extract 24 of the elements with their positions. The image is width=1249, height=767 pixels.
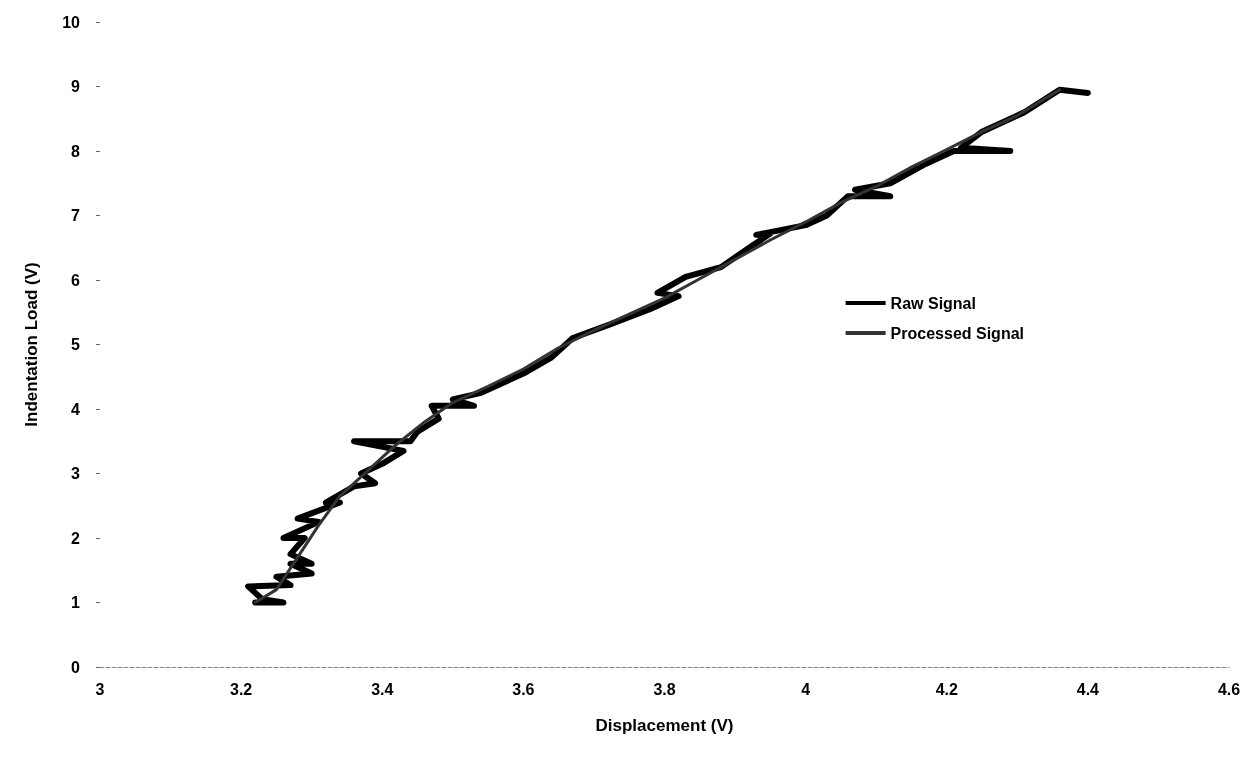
x-tick-label: 4 [801, 680, 811, 698]
legend-label: Processed Signal [890, 324, 1024, 342]
y-tick-label: 4 [71, 400, 81, 418]
legend-label: Raw Signal [890, 294, 976, 312]
x-tick-label: 4.4 [1076, 680, 1100, 698]
y-tick-label: 5 [71, 336, 81, 353]
x-tick-label: 4.6 [1217, 680, 1241, 698]
y-tick-label: 8 [71, 142, 81, 160]
y-tick-label: 10 [62, 13, 81, 31]
y-tick-label: 2 [71, 529, 81, 547]
y-tick-label: 1 [71, 594, 81, 611]
y-axis-title: Indentation Load (V) [22, 262, 41, 427]
x-tick-label: 4.2 [935, 680, 958, 698]
x-tick-label: 3.6 [512, 680, 535, 698]
x-tick-label: 3 [95, 680, 105, 698]
x-tick-label: 3.2 [230, 680, 253, 698]
y-tick-label: 3 [71, 465, 81, 482]
y-tick-label: 6 [71, 271, 81, 289]
y-tick-label: 7 [71, 207, 81, 224]
x-axis-title: Displacement (V) [595, 716, 734, 735]
x-tick-label: 3.4 [371, 680, 394, 698]
y-tick-label: 9 [71, 78, 81, 95]
y-tick-label: 0 [71, 658, 81, 676]
x-tick-label: 3.8 [653, 680, 676, 698]
